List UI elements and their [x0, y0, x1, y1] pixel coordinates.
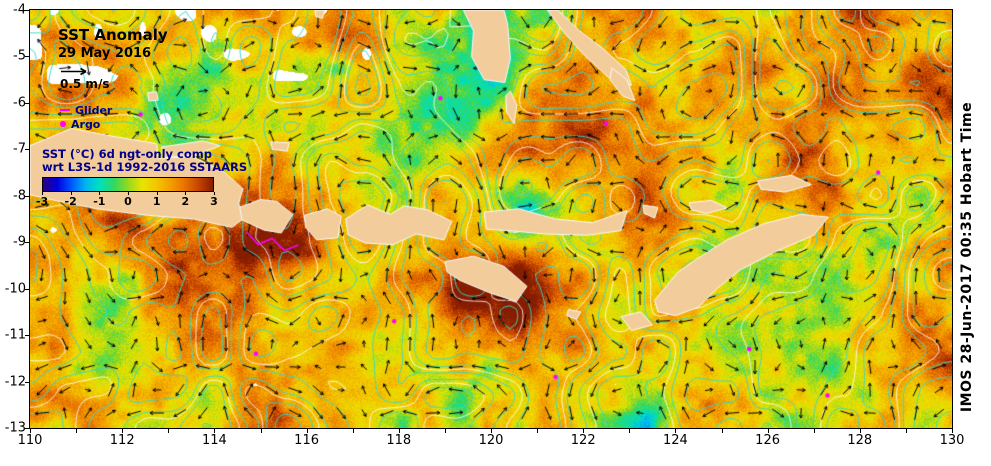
y-tick-mark — [25, 242, 29, 244]
x-tick-label: 114 — [201, 433, 227, 448]
colorbar: SST (°C) 6d ngt-only comp wrt L3S-1d 199… — [36, 147, 248, 209]
y-tick-mark — [25, 335, 29, 337]
glider-label: Glider — [75, 103, 113, 117]
y-tick-label: -5 — [13, 48, 26, 64]
x-tick-label: 116 — [294, 433, 320, 448]
y-tick-mark — [25, 381, 29, 383]
vector-scale-legend: 0.5 m/s — [60, 67, 109, 91]
x-tick-label: 130 — [939, 433, 965, 448]
x-tick-mark — [122, 429, 124, 433]
x-tick-mark — [491, 429, 492, 433]
x-tick-mark — [629, 429, 631, 433]
y-tick-mark — [25, 149, 29, 151]
x-tick-label: 124 — [662, 433, 688, 448]
x-tick-mark — [214, 429, 216, 433]
colorbar-tick-mark — [185, 192, 187, 195]
x-tick-label: 122 — [570, 433, 596, 448]
x-tick-mark — [30, 429, 31, 433]
y-tick-mark — [25, 10, 29, 11]
x-tick-mark — [583, 429, 585, 433]
colorbar-title-line2: wrt L3S-1d 1992-2016 SSTAARS — [42, 160, 248, 174]
y-tick-label: -8 — [13, 188, 26, 204]
colorbar-tick-label: 0 — [124, 195, 132, 208]
y-tick-label: -6 — [13, 95, 26, 111]
y-tick-mark — [25, 195, 29, 197]
y-tick-label: -12 — [4, 374, 26, 390]
argo-marker-icon — [60, 121, 66, 127]
x-tick-label: 126 — [755, 433, 781, 448]
colorbar-title-line1: SST (°C) 6d ngt-only comp — [42, 147, 212, 161]
colorbar-tick-mark — [42, 192, 43, 195]
colorbar-tick-mark — [128, 192, 129, 195]
glider-marker-icon — [60, 109, 70, 111]
colorbar-gradient — [42, 177, 214, 192]
x-tick-mark — [306, 429, 308, 433]
x-tick-mark — [537, 429, 539, 433]
y-tick-label: -4 — [13, 2, 26, 18]
x-tick-mark — [260, 429, 262, 433]
y-tick-label: -9 — [13, 234, 26, 250]
argo-label: Argo — [71, 117, 101, 131]
colorbar-tick-labels: -3 -2 -1 0 1 2 3 — [36, 192, 218, 208]
colorbar-tick-mark — [70, 192, 72, 195]
colorbar-tick-label: 1 — [152, 195, 161, 208]
x-tick-mark — [675, 429, 677, 433]
y-tick-label: -10 — [4, 281, 26, 297]
y-tick-label: -7 — [13, 141, 26, 157]
x-tick-mark — [952, 429, 953, 433]
x-tick-label: 110 — [17, 433, 43, 448]
map-date: 29 May 2016 — [58, 46, 152, 61]
map-title: SST Anomaly — [58, 26, 168, 44]
glider-legend-row: Glider — [60, 103, 112, 117]
x-tick-mark — [767, 429, 769, 433]
map-annotations: SST Anomaly 29 May 2016 — [58, 26, 168, 62]
x-tick-mark — [859, 429, 861, 433]
colorbar-tick-label: 2 — [181, 195, 190, 208]
timestamp-sidebar: IMOS 28-Jun-2017 00:35 Hobart Time — [959, 101, 975, 413]
vector-scale-label: 0.5 m/s — [60, 77, 110, 91]
x-tick-mark — [168, 429, 170, 433]
x-tick-mark — [721, 429, 723, 433]
x-tick-label: 120 — [478, 433, 504, 448]
x-tick-mark — [352, 429, 354, 433]
x-tick-mark — [398, 429, 400, 433]
colorbar-tick-mark — [156, 192, 158, 195]
y-tick-label: -11 — [4, 327, 26, 343]
x-tick-label: 118 — [386, 433, 412, 448]
sst-map-canvas — [30, 10, 952, 428]
argo-legend-row: Argo — [60, 117, 112, 131]
colorbar-tick-mark — [214, 192, 215, 195]
colorbar-tick-label: 3 — [210, 195, 218, 208]
x-tick-label: 128 — [847, 433, 873, 448]
x-tick-label: 112 — [109, 433, 135, 448]
x-tick-mark — [444, 429, 446, 433]
y-tick-label: -13 — [4, 420, 26, 436]
scale-arrow-icon — [61, 67, 87, 76]
x-tick-mark — [905, 429, 907, 433]
colorbar-tick-label: -1 — [93, 195, 106, 208]
platform-legend: Glider Argo — [60, 103, 112, 131]
y-tick-mark — [25, 102, 29, 104]
x-tick-mark — [813, 429, 815, 433]
y-tick-mark — [25, 428, 29, 429]
y-tick-mark — [25, 56, 29, 58]
colorbar-tick-mark — [99, 192, 101, 195]
map-plot-area: SST Anomaly 29 May 2016 0.5 m/s Glider A… — [29, 9, 953, 429]
colorbar-tick-label: -3 — [35, 195, 49, 208]
colorbar-tick-label: -2 — [64, 195, 77, 208]
x-tick-mark — [76, 429, 78, 433]
y-tick-mark — [25, 288, 29, 290]
